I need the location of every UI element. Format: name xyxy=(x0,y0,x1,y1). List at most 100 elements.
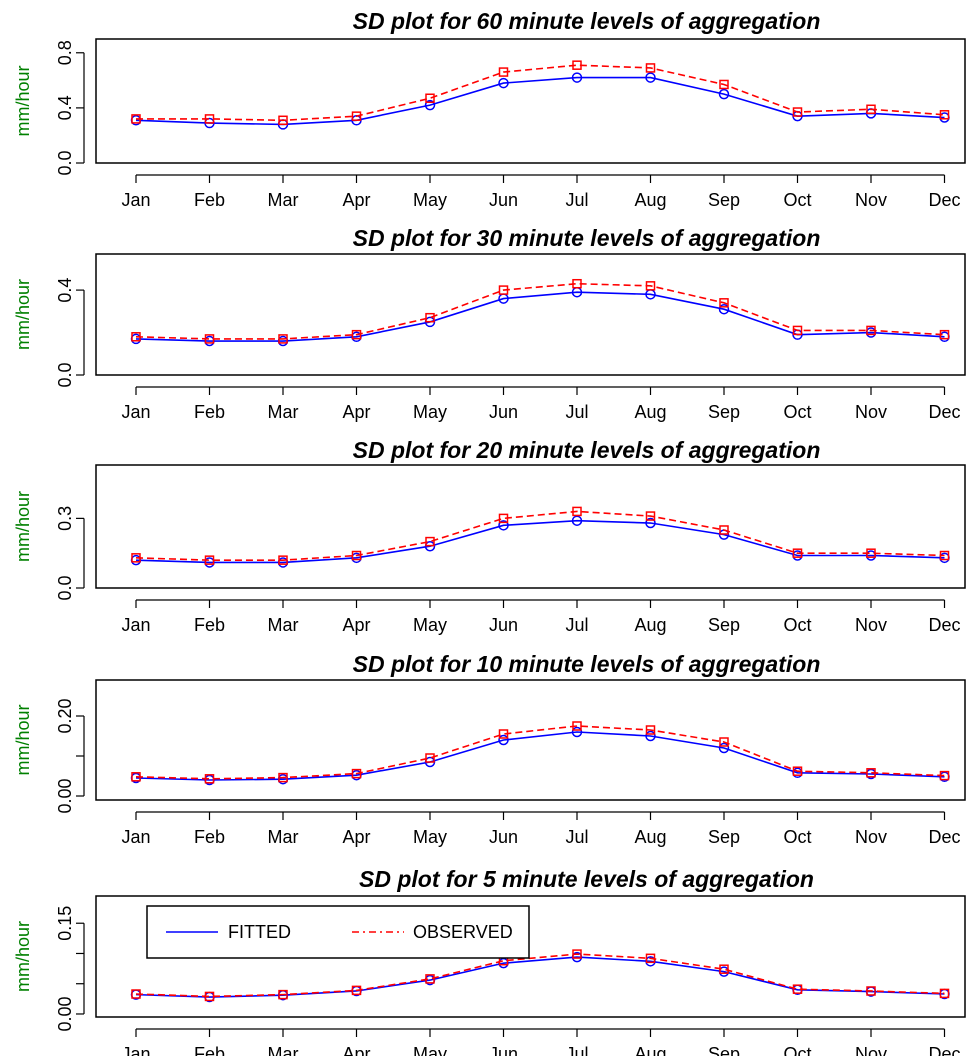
point-observed xyxy=(645,281,656,291)
point-observed xyxy=(425,974,435,984)
x-tick-label: Mar xyxy=(268,615,299,635)
point-observed xyxy=(204,114,215,124)
chart-panel-2: SD plot for 30 minute levels of aggregat… xyxy=(13,225,966,422)
point-observed xyxy=(792,766,803,776)
point-observed xyxy=(719,964,729,974)
point-observed xyxy=(645,63,656,73)
x-tick-label: Apr xyxy=(342,190,370,210)
point-observed xyxy=(792,325,803,336)
plot-frame xyxy=(95,38,966,164)
chart-title: SD plot for 10 minute levels of aggregat… xyxy=(353,651,821,677)
point-observed xyxy=(131,989,141,999)
chart-panel-5: SD plot for 5 minute levels of aggregati… xyxy=(13,866,966,1056)
x-tick-label: Mar xyxy=(268,402,299,422)
point-observed xyxy=(866,325,876,336)
x-tick-label: Dec xyxy=(928,827,960,847)
x-tick-label: Feb xyxy=(194,402,225,422)
legend: FITTED OBSERVED xyxy=(146,905,530,959)
x-tick-label: Sep xyxy=(708,190,740,210)
x-tick-label: Aug xyxy=(634,402,666,422)
point-observed xyxy=(351,985,362,996)
point-fitted xyxy=(424,99,436,111)
x-tick-label: Jun xyxy=(489,615,518,635)
point-observed xyxy=(572,60,582,70)
series-line-fitted xyxy=(135,291,945,342)
point-observed xyxy=(498,513,509,524)
x-tick-label: Nov xyxy=(855,615,887,635)
series-line-observed xyxy=(135,725,945,780)
point-observed xyxy=(425,93,435,103)
x-tick-label: Jul xyxy=(565,190,588,210)
x-tick-label: Apr xyxy=(342,827,370,847)
x-tick-label: Feb xyxy=(194,190,225,210)
x-tick-label: Dec xyxy=(928,1044,960,1056)
point-observed xyxy=(866,548,876,558)
point-fitted xyxy=(645,517,656,529)
x-tick-label: Dec xyxy=(928,615,960,635)
y-tick-label: 0.15 xyxy=(55,906,75,941)
point-observed xyxy=(351,550,362,561)
plot-frame xyxy=(95,464,966,589)
point-observed xyxy=(204,334,215,344)
x-tick-label: May xyxy=(413,827,447,847)
point-fitted xyxy=(498,77,509,89)
y-tick-label: 0.4 xyxy=(55,95,75,120)
x-tick-label: Apr xyxy=(342,615,370,635)
series-line-fitted xyxy=(135,519,945,564)
series-line-observed xyxy=(135,510,945,561)
y-tick-label: 0.0 xyxy=(55,150,75,175)
point-observed xyxy=(204,774,215,784)
x-tick-label: Dec xyxy=(928,402,960,422)
point-observed xyxy=(204,555,215,565)
point-observed xyxy=(792,548,803,558)
point-observed xyxy=(351,329,362,340)
plot-frame xyxy=(95,253,966,376)
x-tick-label: Jun xyxy=(489,827,518,847)
y-tick-label: 0.00 xyxy=(55,778,75,813)
point-observed xyxy=(278,334,288,344)
x-tick-label: Jan xyxy=(121,615,150,635)
chart-panel-1: SD plot for 60 minute levels of aggregat… xyxy=(13,8,966,210)
y-axis-label: mm/hour xyxy=(13,65,33,136)
plot-frame xyxy=(95,679,966,801)
point-observed xyxy=(572,949,582,959)
x-tick-label: Oct xyxy=(783,615,811,635)
plot-frame xyxy=(95,895,966,1018)
point-observed xyxy=(278,989,288,1000)
point-observed xyxy=(425,312,435,323)
series-line-observed xyxy=(136,64,945,122)
point-observed xyxy=(866,104,876,115)
x-tick-label: Aug xyxy=(634,827,666,847)
x-tick-label: Nov xyxy=(855,827,887,847)
y-axis-label: mm/hour xyxy=(13,921,33,992)
y-tick-label: 0.0 xyxy=(55,362,75,387)
point-observed xyxy=(131,553,141,563)
point-observed xyxy=(939,550,950,561)
point-observed xyxy=(131,114,141,124)
series-line-fitted xyxy=(135,956,945,998)
point-observed xyxy=(792,107,803,117)
y-tick-label: 0.8 xyxy=(55,40,75,65)
series-line-observed xyxy=(135,282,945,340)
point-observed xyxy=(572,278,582,289)
x-tick-label: Aug xyxy=(634,1044,666,1056)
x-tick-label: Jan xyxy=(121,827,150,847)
x-tick-label: Apr xyxy=(342,1044,370,1056)
point-observed xyxy=(645,511,656,521)
chart-title: SD plot for 30 minute levels of aggregat… xyxy=(353,225,821,251)
y-tick-label: 0.4 xyxy=(55,278,75,303)
y-tick-label: 0.20 xyxy=(55,698,75,733)
x-tick-label: Nov xyxy=(855,1044,887,1056)
x-tick-label: Jan xyxy=(121,190,150,210)
point-observed xyxy=(498,67,509,77)
x-tick-label: Jan xyxy=(121,1044,150,1056)
point-observed xyxy=(792,984,803,994)
point-observed xyxy=(719,525,729,535)
x-tick-label: Jul xyxy=(565,1044,588,1056)
legend-label-observed: OBSERVED xyxy=(413,922,513,942)
point-fitted xyxy=(645,72,656,83)
point-observed xyxy=(498,285,509,295)
point-fitted xyxy=(498,520,509,531)
x-tick-label: Sep xyxy=(708,615,740,635)
series-line-fitted xyxy=(135,731,945,781)
